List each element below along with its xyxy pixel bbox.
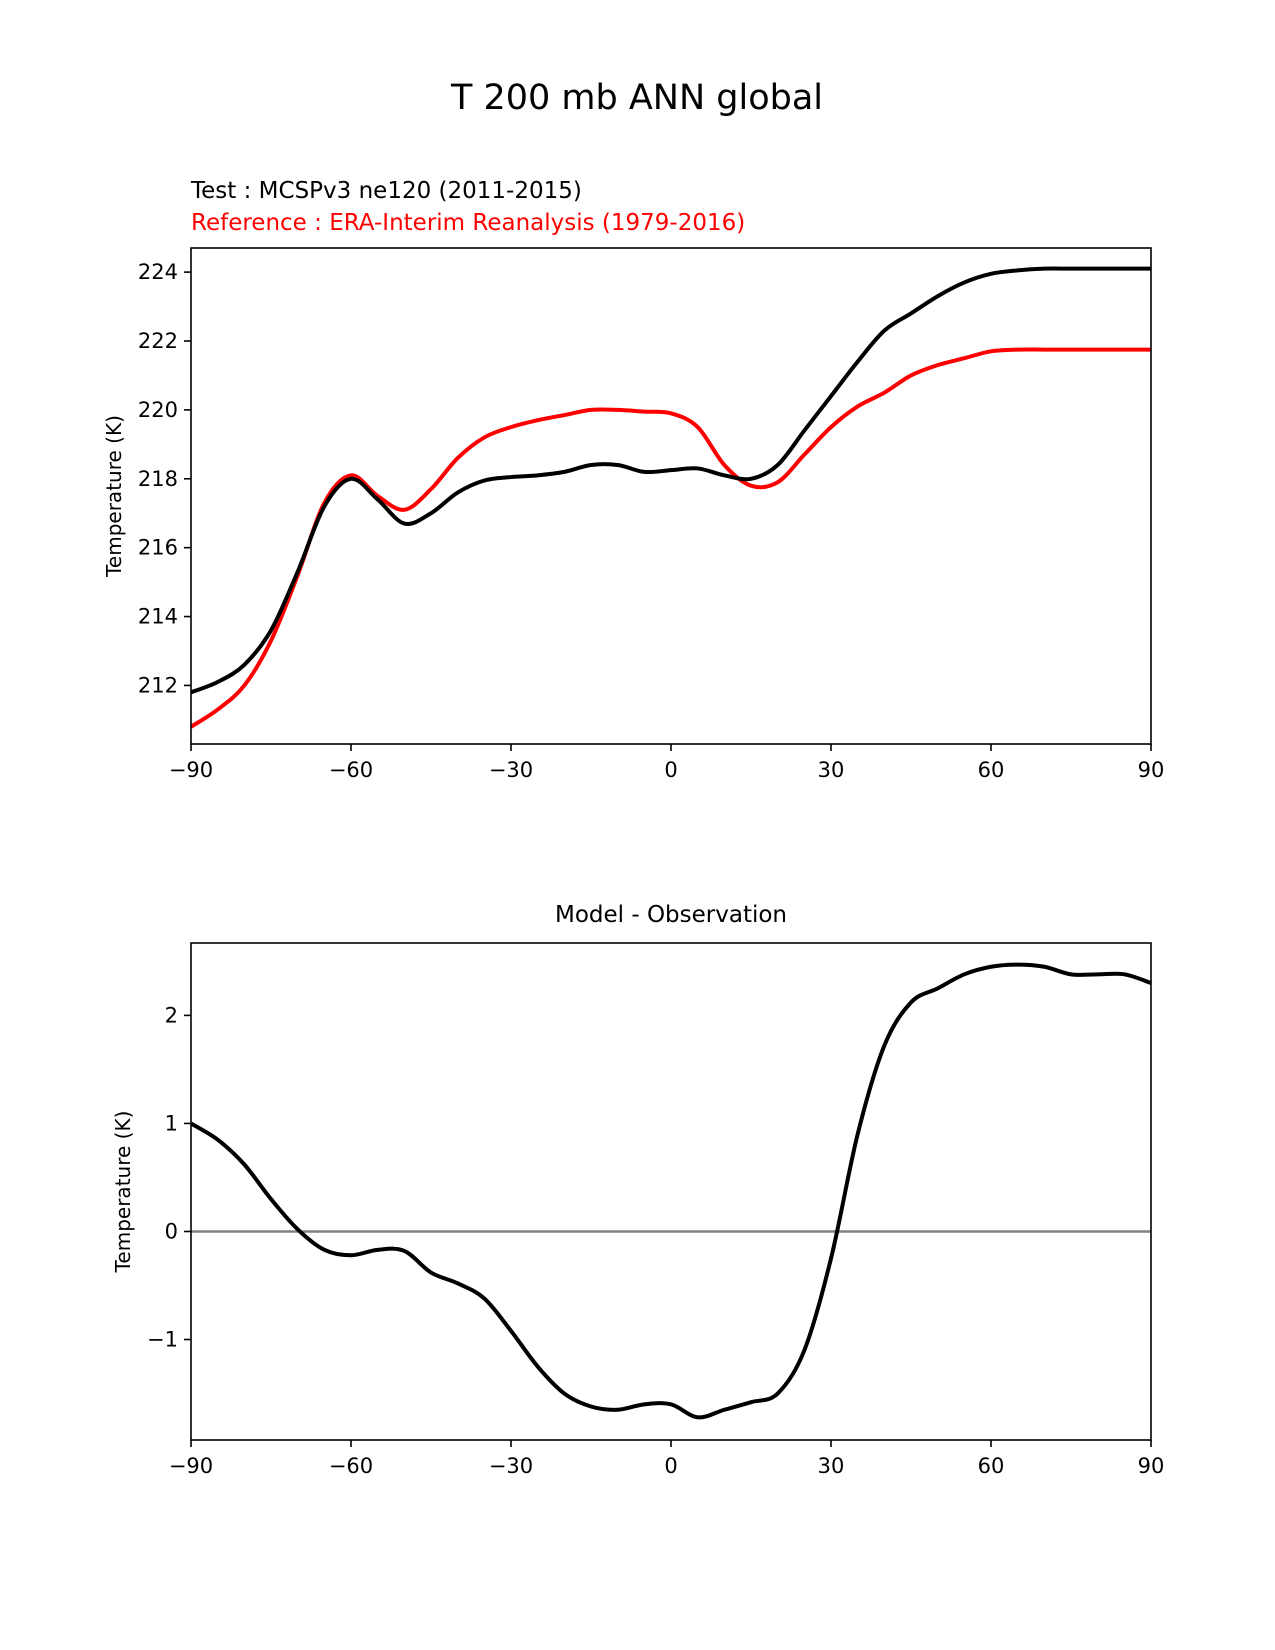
test-series-line	[191, 266, 1151, 695]
x-tick-label: −30	[489, 758, 533, 782]
bottom-series-group	[191, 962, 1151, 1420]
x-tick-label: −60	[329, 1454, 373, 1478]
y-tick-label: 2	[165, 1003, 178, 1027]
x-tick-label: 0	[664, 1454, 677, 1478]
bottom-y-axis: −1 0 1 2	[147, 1003, 191, 1352]
bottom-plot-frame	[190, 942, 1152, 1441]
top-plot-frame	[190, 247, 1152, 745]
top-y-axis: 212 214 216 218 220 222 224	[138, 260, 191, 697]
x-tick-label: 30	[818, 758, 845, 782]
top-y-axis-label: Temperature (K)	[102, 415, 126, 578]
test-label: Test : MCSPv3 ne120 (2011-2015)	[190, 178, 582, 204]
x-tick-label: −30	[489, 1454, 533, 1478]
x-tick-label: 60	[978, 1454, 1005, 1478]
y-tick-label: 216	[138, 536, 178, 560]
x-tick-label: −90	[169, 1454, 213, 1478]
bottom-panel-title: Model - Observation	[555, 902, 787, 928]
y-tick-label: 220	[138, 398, 178, 422]
reference-label: Reference : ERA-Interim Reanalysis (1979…	[191, 210, 745, 236]
x-tick-label: 30	[818, 1454, 845, 1478]
y-tick-label: 224	[138, 260, 178, 284]
bottom-x-axis: −90 −60 −30 0 30 60 90	[169, 1440, 1165, 1478]
top-panel: Test : MCSPv3 ne120 (2011-2015) Referenc…	[102, 178, 1164, 782]
y-tick-label: 0	[165, 1219, 178, 1243]
x-tick-label: 60	[978, 758, 1005, 782]
y-tick-label: 222	[138, 329, 178, 353]
x-tick-label: 90	[1138, 1454, 1165, 1478]
x-tick-label: 0	[664, 758, 677, 782]
bottom-y-axis-label: Temperature (K)	[111, 1111, 135, 1274]
y-tick-label: 1	[165, 1111, 178, 1135]
reference-series-line	[191, 347, 1151, 729]
x-tick-label: −90	[169, 758, 213, 782]
x-tick-label: −60	[329, 758, 373, 782]
top-x-axis: −90 −60 −30 0 30 60 90	[169, 744, 1165, 782]
y-tick-label: 212	[138, 673, 178, 697]
y-tick-label: 214	[138, 605, 178, 629]
bottom-panel: Model - Observation Temperature (K) −90−…	[111, 902, 1164, 1478]
x-tick-label: 90	[1138, 758, 1165, 782]
top-series-group	[191, 266, 1151, 729]
figure-title: T 200 mb ANN global	[450, 78, 823, 118]
y-tick-label: 218	[138, 467, 178, 491]
difference-series-line	[191, 962, 1151, 1420]
y-tick-label: −1	[147, 1328, 178, 1352]
